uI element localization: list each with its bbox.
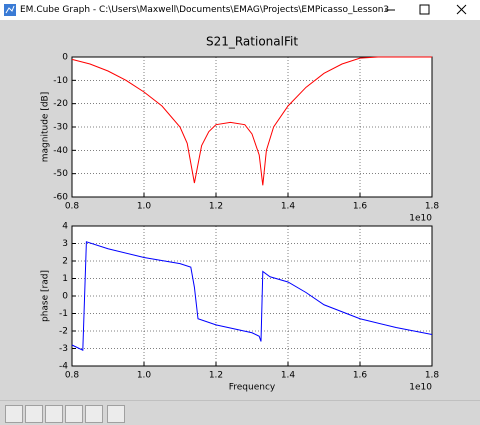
data-line [71, 241, 433, 352]
toolbar [0, 400, 480, 425]
chart-title: S21_RationalFit [206, 35, 298, 49]
x-offset-label: 1e10 [409, 383, 432, 393]
y-tick-label: 4 [62, 222, 68, 232]
x-tick-label: 0.8 [65, 371, 80, 381]
y-tick-label: -10 [53, 76, 68, 86]
x-tick-label: 1.0 [137, 371, 152, 381]
y-tick-label: 3 [62, 239, 68, 249]
y-tick-label: -2 [59, 327, 68, 337]
pan-button[interactable] [65, 405, 83, 423]
x-tick-label: 1.6 [353, 202, 368, 212]
x-tick-label: 1.4 [281, 371, 296, 381]
figure: 0.8 1.0 1.2 1.4 1.6 1.8-60-50-40-30-20-100S21… [41, 35, 440, 393]
y-tick-label: -20 [53, 99, 68, 109]
y-tick-label: -50 [53, 169, 68, 179]
y-tick-label: -40 [53, 146, 68, 156]
x-tick-label: 1.8 [425, 371, 440, 381]
title-bar: EM.Cube Graph - C:\Users\Maxwell\Documen… [0, 0, 480, 20]
x-tick-label: 1.4 [281, 202, 296, 212]
zoom-button[interactable] [85, 405, 103, 423]
y-tick-label: 0 [62, 292, 68, 302]
y-axis-label: phase [rad] [41, 270, 51, 322]
window-title: EM.Cube Graph - C:\Users\Maxwell\Documen… [20, 5, 390, 15]
x-tick-label: 1.2 [209, 371, 223, 381]
x-tick-label: 1.6 [353, 371, 368, 381]
data-line [71, 56, 432, 186]
x-tick-label: 1.2 [209, 202, 223, 212]
x-tick-label: 0.8 [65, 202, 80, 212]
x-axis-label: Frequency [229, 383, 276, 393]
back-button[interactable] [25, 405, 43, 423]
y-axis-label: magnitude [dB] [41, 92, 51, 162]
save-button[interactable] [107, 405, 125, 423]
y-tick-label: -1 [59, 309, 68, 319]
x-tick-label: 1.8 [425, 202, 440, 212]
axes-frame [71, 225, 433, 367]
home-button[interactable] [5, 405, 23, 423]
y-tick-label: 0 [62, 53, 68, 63]
forward-button[interactable] [45, 405, 63, 423]
y-tick-label: 2 [62, 257, 68, 267]
app-icon [4, 4, 16, 16]
x-tick-label: 1.0 [137, 202, 152, 212]
y-tick-label: 1 [62, 274, 68, 284]
y-tick-label: -30 [53, 123, 68, 133]
x-offset-label: 1e10 [409, 214, 432, 224]
y-tick-label: -60 [53, 193, 68, 203]
window-controls[interactable] [370, 0, 480, 20]
y-tick-label: -4 [59, 362, 68, 372]
y-tick-label: -3 [59, 344, 68, 354]
axes-frame [71, 56, 433, 198]
